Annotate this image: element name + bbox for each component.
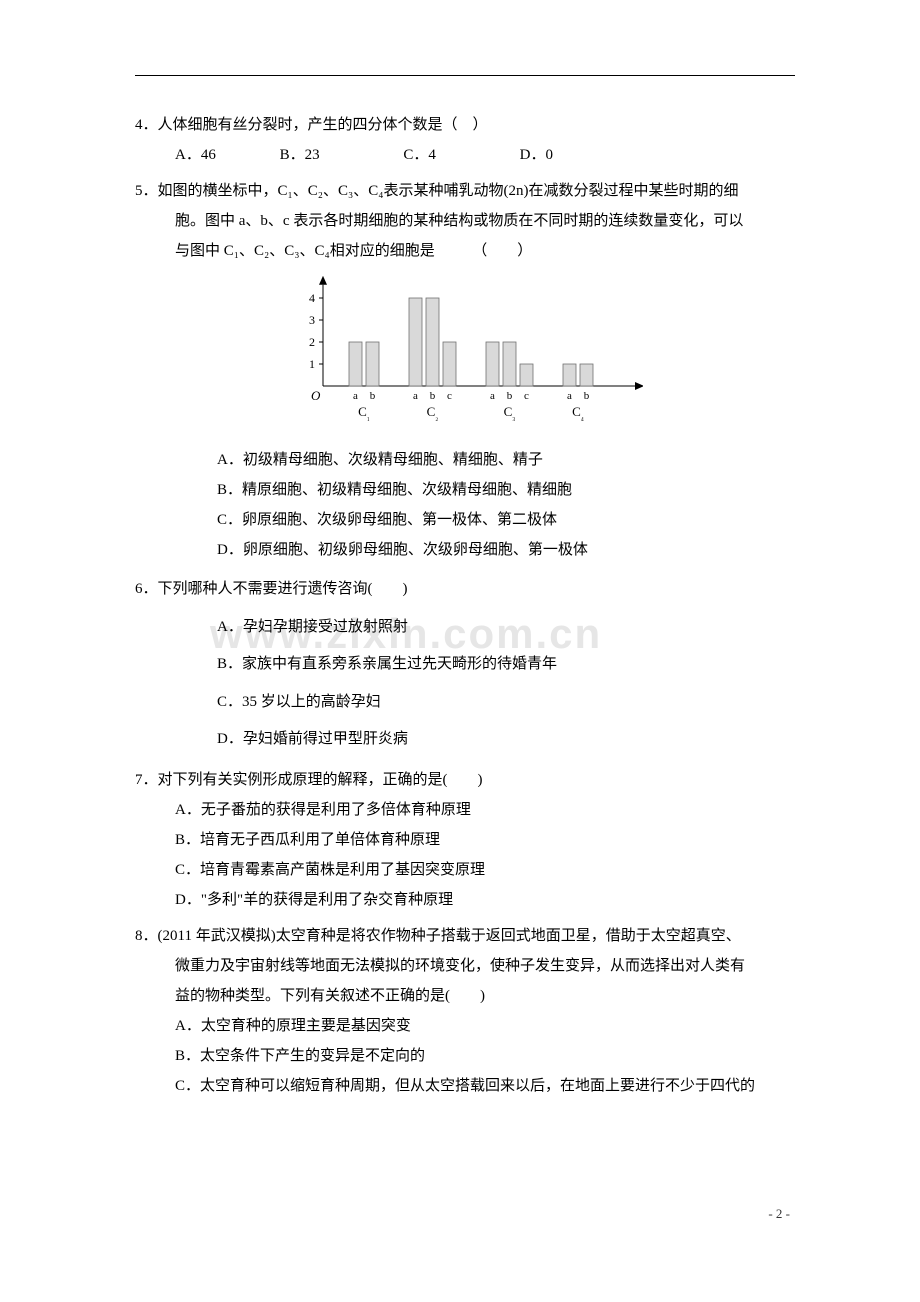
svg-text:b: b (429, 390, 435, 402)
svg-text:3: 3 (309, 313, 315, 327)
svg-text:O: O (311, 388, 321, 403)
q7-opt-a: A．无子番茄的获得是利用了多倍体育种原理 (135, 795, 790, 825)
svg-text:a: a (490, 390, 495, 402)
q6-opt-a: A．孕妇孕期接受过放射照射 (135, 609, 790, 647)
question-6: 6．下列哪种人不需要进行遗传咨询( ) A．孕妇孕期接受过放射照射 B．家族中有… (135, 571, 790, 759)
q7-num: 7． (135, 772, 158, 788)
svg-text:C₃: C₃ (503, 404, 515, 421)
q7-text: 对下列有关实例形成原理的解释，正确的是( ) (158, 772, 483, 788)
content: 4．人体细胞有丝分裂时，产生的四分体个数是（ ） A．46 B．23 C．4 D… (135, 110, 790, 1101)
q6-text: 下列哪种人不需要进行遗传咨询( ) (158, 581, 408, 597)
q5-opt-a: A．初级精母细胞、次级精母细胞、精细胞、精子 (135, 445, 790, 475)
q4-num: 4． (135, 117, 158, 133)
bar-chart: 1234OabC₁abcC₂abcC₃abC₄ (283, 276, 643, 426)
svg-text:a: a (353, 390, 358, 402)
q6-opt-b: B．家族中有直系旁系亲属生过先天畸形的待婚青年 (135, 646, 790, 684)
q5-chart: 1234OabC₁abcC₂abcC₃abC₄ (135, 276, 790, 437)
svg-text:C₁: C₁ (358, 404, 370, 421)
q5-line3: 与图中 C₁、C₂、C₃、C₄相对应的细胞是 （ ） (135, 236, 790, 266)
svg-text:c: c (524, 390, 529, 402)
svg-text:b: b (369, 390, 375, 402)
svg-text:a: a (567, 390, 572, 402)
q8-line1: (2011 年武汉模拟)太空育种是将农作物种子搭载于返回式地面卫星，借助于太空超… (158, 928, 741, 944)
q7-opt-c: C．培育青霉素高产菌株是利用了基因突变原理 (135, 855, 790, 885)
q5-opt-d: D．卵原细胞、初级卵母细胞、次级卵母细胞、第一极体 (135, 535, 790, 565)
q5-opt-c: C．卵原细胞、次级卵母细胞、第一极体、第二极体 (135, 505, 790, 535)
svg-text:4: 4 (309, 291, 315, 305)
q8-opt-c: C．太空育种可以缩短育种周期，但从太空搭载回来以后，在地面上要进行不少于四代的 (135, 1071, 790, 1101)
q6-num: 6． (135, 581, 158, 597)
question-7: 7．对下列有关实例形成原理的解释，正确的是( ) A．无子番茄的获得是利用了多倍… (135, 765, 790, 915)
q8-opt-b: B．太空条件下产生的变异是不定向的 (135, 1041, 790, 1071)
question-4: 4．人体细胞有丝分裂时，产生的四分体个数是（ ） A．46 B．23 C．4 D… (135, 110, 790, 170)
q4-text: 人体细胞有丝分裂时，产生的四分体个数是（ ） (158, 117, 488, 133)
q8-num: 8． (135, 928, 158, 944)
q8-opt-a: A．太空育种的原理主要是基因突变 (135, 1011, 790, 1041)
q6-opt-c: C．35 岁以上的高龄孕妇 (135, 684, 790, 722)
q4-opt-b: B．23 (280, 140, 320, 170)
svg-text:1: 1 (309, 357, 315, 371)
svg-text:C₂: C₂ (426, 404, 438, 421)
q6-opt-d: D．孕妇婚前得过甲型肝炎病 (135, 721, 790, 759)
q4-opt-d: D．0 (520, 140, 553, 170)
svg-text:b: b (583, 390, 589, 402)
q4-opt-c: C．4 (403, 140, 436, 170)
q7-opt-b: B．培育无子西瓜利用了单倍体育种原理 (135, 825, 790, 855)
svg-text:b: b (506, 390, 512, 402)
svg-text:C₄: C₄ (572, 404, 584, 421)
q8-line2: 微重力及宇宙射线等地面无法模拟的环境变化，使种子发生变异，从而选择出对人类有 (135, 951, 790, 981)
header-rule (135, 75, 795, 76)
q5-line2: 胞。图中 a、b、c 表示各时期细胞的某种结构或物质在不同时期的连续数量变化，可… (135, 206, 790, 236)
svg-text:a: a (413, 390, 418, 402)
q5-num: 5． (135, 183, 158, 199)
question-5: 5．如图的横坐标中，C₁、C₂、C₃、C₄表示某种哺乳动物(2n)在减数分裂过程… (135, 176, 790, 565)
page-number: - 2 - (768, 1206, 790, 1222)
q4-options: A．46 B．23 C．4 D．0 (135, 140, 790, 170)
svg-text:2: 2 (309, 335, 315, 349)
svg-text:c: c (447, 390, 452, 402)
q4-opt-a: A．46 (175, 140, 216, 170)
q5-opt-b: B．精原细胞、初级精母细胞、次级精母细胞、精细胞 (135, 475, 790, 505)
q8-line3: 益的物种类型。下列有关叙述不正确的是( ) (135, 981, 790, 1011)
q5-line1: 如图的横坐标中，C₁、C₂、C₃、C₄表示某种哺乳动物(2n)在减数分裂过程中某… (158, 183, 739, 199)
question-8: 8．(2011 年武汉模拟)太空育种是将农作物种子搭载于返回式地面卫星，借助于太… (135, 921, 790, 1101)
q7-opt-d: D．"多利"羊的获得是利用了杂交育种原理 (135, 885, 790, 915)
